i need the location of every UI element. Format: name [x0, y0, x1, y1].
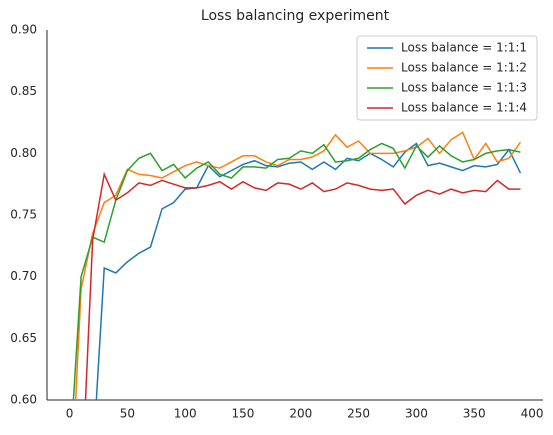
y-tick-label: 0.65 — [10, 331, 37, 345]
x-tick-label: 300 — [405, 407, 428, 421]
x-tick-label: 200 — [289, 407, 312, 421]
x-tick-label: 0 — [66, 407, 74, 421]
x-tick-label: 400 — [521, 407, 544, 421]
legend-box — [356, 35, 538, 121]
plot-area — [72, 131, 522, 400]
chart-title: Loss balancing experiment — [201, 8, 390, 24]
y-tick-label: 0.85 — [10, 84, 37, 98]
y-tick-label: 0.60 — [10, 393, 37, 407]
line — [84, 171, 521, 400]
legend-label: Loss balance = 1:1:4 — [401, 101, 527, 115]
y-tick-label: 0.75 — [10, 208, 37, 222]
line — [72, 142, 521, 400]
x-tick-label: 100 — [174, 407, 197, 421]
legend-label: Loss balance = 1:1:3 — [401, 81, 527, 95]
legend-label: Loss balance = 1:1:1 — [401, 41, 527, 55]
y-tick-label: 0.90 — [10, 23, 37, 37]
x-tick-label: 350 — [463, 407, 486, 421]
y-tick-label: 0.70 — [10, 269, 37, 283]
line — [95, 142, 522, 400]
y-tick-label: 0.80 — [10, 146, 37, 160]
x-tick-label: 150 — [232, 407, 255, 421]
line — [74, 131, 522, 400]
x-tick-label: 50 — [120, 407, 135, 421]
x-tick-label: 250 — [347, 407, 370, 421]
legend-label: Loss balance = 1:1:2 — [401, 61, 527, 75]
